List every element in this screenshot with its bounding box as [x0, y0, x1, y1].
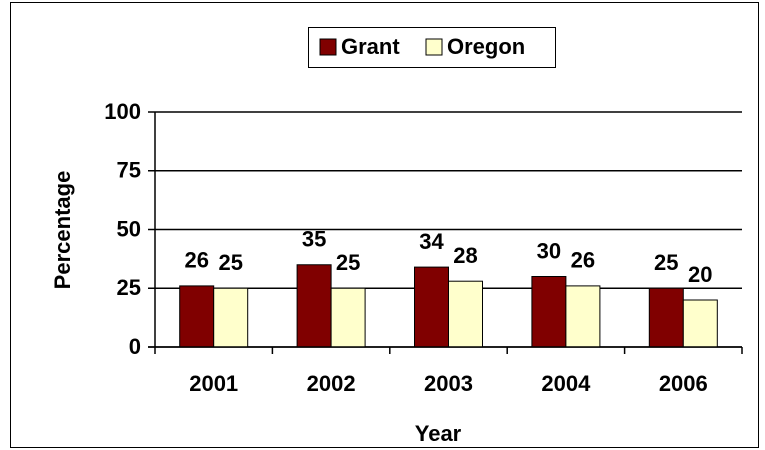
x-tick-label: 2001	[189, 371, 238, 396]
data-label: 25	[654, 250, 678, 275]
data-label: 26	[184, 248, 208, 273]
bar	[682, 299, 718, 348]
data-label: 34	[419, 229, 444, 254]
bar	[414, 266, 449, 348]
data-label: 35	[302, 227, 326, 252]
bar	[296, 264, 332, 348]
bar	[448, 280, 483, 348]
y-tick-label: 100	[104, 99, 141, 124]
x-tick-label: 2004	[541, 371, 591, 396]
y-tick-label: 50	[117, 216, 141, 241]
x-axis-label: Year	[415, 421, 462, 446]
x-tick-label: 2006	[659, 371, 708, 396]
data-label: 25	[218, 250, 242, 275]
data-label: 26	[571, 248, 595, 273]
chart-border	[10, 2, 759, 448]
y-axis-label: Percentage	[50, 171, 75, 290]
x-tick-label: 2003	[424, 371, 473, 396]
legend-swatch	[319, 38, 337, 56]
data-label: 25	[336, 250, 360, 275]
data-label: 30	[537, 238, 561, 263]
legend-label: Oregon	[447, 34, 525, 59]
bar	[213, 287, 249, 348]
bar	[179, 285, 215, 348]
bar	[648, 287, 684, 348]
data-label: 20	[688, 262, 712, 287]
legend-label: Grant	[341, 34, 400, 59]
y-tick-label: 25	[117, 275, 141, 300]
bar	[531, 276, 567, 348]
bar	[330, 287, 366, 348]
legend-swatch	[425, 38, 443, 56]
y-tick-label: 75	[117, 158, 141, 183]
y-tick-label: 0	[129, 334, 141, 359]
x-tick-label: 2002	[307, 371, 356, 396]
data-label: 28	[453, 243, 477, 268]
bar	[565, 285, 601, 348]
